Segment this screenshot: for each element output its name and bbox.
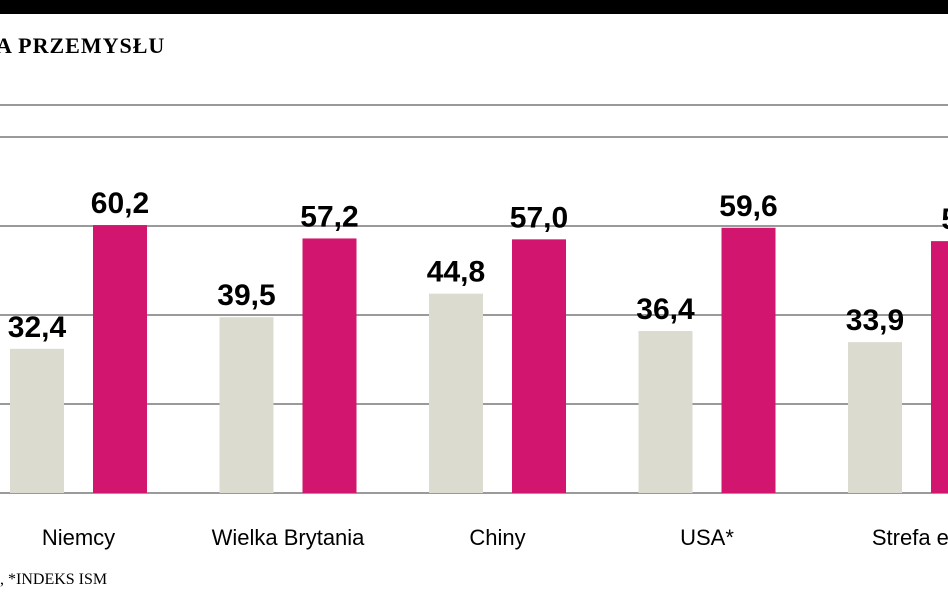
value-label: 60,2 xyxy=(91,187,149,220)
bar xyxy=(219,317,274,493)
bar xyxy=(848,342,902,493)
bar xyxy=(931,241,948,493)
bar xyxy=(93,225,147,494)
footnote: , *INDEKS ISM xyxy=(0,571,107,588)
top-bar xyxy=(0,0,948,14)
x-tick-label: Chiny xyxy=(469,525,525,550)
bar xyxy=(429,293,483,493)
bar xyxy=(302,238,357,493)
value-label: 44,8 xyxy=(427,256,485,289)
value-label: 59,6 xyxy=(719,190,777,223)
value-label: 39,5 xyxy=(217,279,275,312)
x-tick-label: Niemcy xyxy=(42,525,115,550)
value-label: 57,0 xyxy=(510,201,568,234)
x-tick-label: Wielka Brytania xyxy=(212,525,366,550)
value-label: 33,9 xyxy=(846,304,904,337)
value-label: 36,4 xyxy=(636,293,695,326)
value-label: 32,4 xyxy=(8,311,67,344)
x-tick-label: Strefa eu xyxy=(872,525,948,550)
value-label: 56 xyxy=(941,203,948,236)
x-tick-label: USA* xyxy=(680,525,734,550)
chart-title: A PRZEMYSŁU xyxy=(0,33,165,58)
bar xyxy=(721,227,776,493)
bar xyxy=(10,348,64,493)
bar xyxy=(638,331,693,493)
value-label: 57,2 xyxy=(300,200,358,233)
bar xyxy=(512,239,566,493)
